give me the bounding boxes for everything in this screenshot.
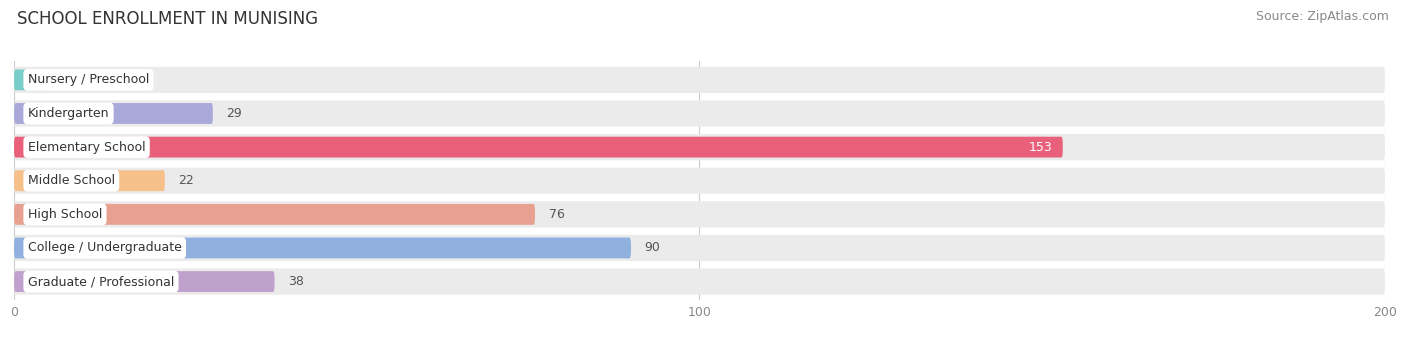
FancyBboxPatch shape [14,235,1385,261]
FancyBboxPatch shape [14,238,631,258]
FancyBboxPatch shape [14,170,165,191]
Text: Nursery / Preschool: Nursery / Preschool [28,73,149,86]
Text: 153: 153 [1029,140,1053,153]
FancyBboxPatch shape [14,103,212,124]
Text: 90: 90 [644,241,661,254]
FancyBboxPatch shape [14,268,1385,295]
Text: 5: 5 [62,73,70,86]
Text: 29: 29 [226,107,242,120]
Text: SCHOOL ENROLLMENT IN MUNISING: SCHOOL ENROLLMENT IN MUNISING [17,10,318,28]
Text: High School: High School [28,208,103,221]
Text: 22: 22 [179,174,194,187]
Text: Middle School: Middle School [28,174,115,187]
FancyBboxPatch shape [14,67,1385,93]
FancyBboxPatch shape [14,168,1385,194]
FancyBboxPatch shape [14,134,1385,160]
Text: College / Undergraduate: College / Undergraduate [28,241,181,254]
FancyBboxPatch shape [14,271,274,292]
Text: 38: 38 [288,275,304,288]
Text: Kindergarten: Kindergarten [28,107,110,120]
FancyBboxPatch shape [14,201,1385,227]
FancyBboxPatch shape [14,137,1063,158]
FancyBboxPatch shape [14,100,1385,127]
Text: Graduate / Professional: Graduate / Professional [28,275,174,288]
FancyBboxPatch shape [14,70,48,90]
Text: Source: ZipAtlas.com: Source: ZipAtlas.com [1256,10,1389,23]
Text: 76: 76 [548,208,565,221]
FancyBboxPatch shape [14,204,534,225]
Text: Elementary School: Elementary School [28,140,145,153]
